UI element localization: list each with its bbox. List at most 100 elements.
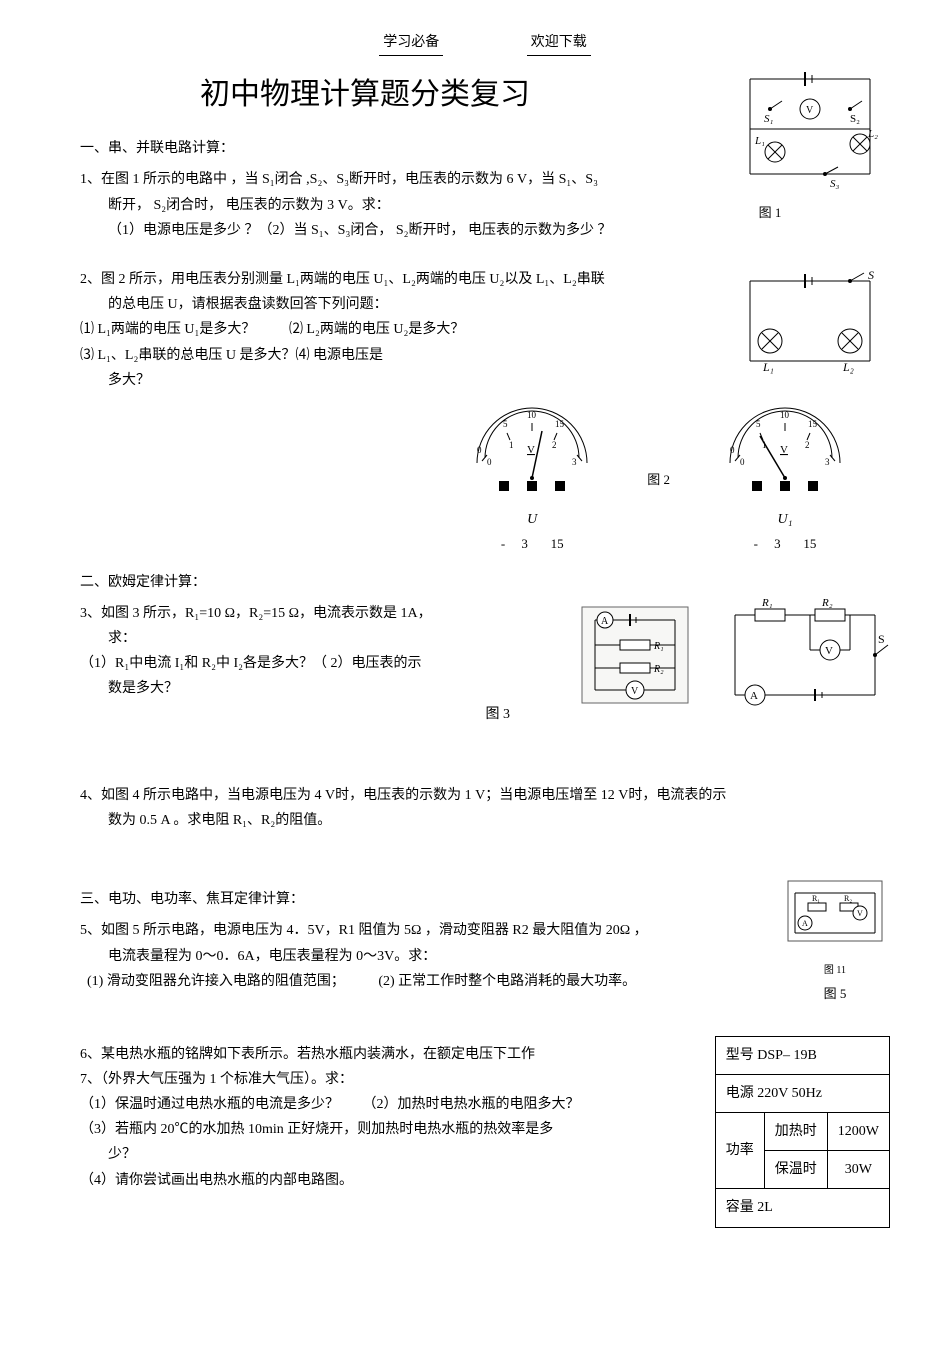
svg-text:V: V: [825, 645, 833, 657]
figure-5-caption: 图 5: [780, 982, 890, 1005]
svg-text:R₁: R₁: [761, 597, 773, 609]
q5-line1: 5、如图 5 所示电路，电源电压为 4．5V，R1 阻值为 5Ω ，滑动变阻器 …: [80, 918, 780, 943]
q6-line1: 6、某电热水瓶的铭牌如下表所示。若热水瓶内装满水，在额定电压下工作: [80, 1042, 705, 1067]
section-3-row: 三、电功、电功率、焦耳定律计算： 5、如图 5 所示电路，电源电压为 4．5V，…: [80, 873, 890, 1006]
table-row: 电源 220V 50Hz: [715, 1074, 889, 1112]
q1-line1: 1、在图 1 所示的电路中 ，当 S₁闭合 ,S₂、S₃断开时，电压表的示数为 …: [80, 167, 730, 192]
q3-sub1: （1）R₁中电流 I₁和 R₂中 I₂各是多大？（ 2）电压表的示: [80, 651, 570, 676]
q6-line2: 7、（外界大气压强为 1 个标准大气压）。求：: [80, 1067, 705, 1092]
figure-2-circuit: S L₁ L₂: [730, 261, 890, 381]
figure-1-caption: 图 1: [650, 201, 890, 224]
ohm-icon-2: Ω: [289, 606, 299, 621]
svg-text:S: S: [868, 268, 874, 282]
question-5: 5、如图 5 所示电路，电源电压为 4．5V，R1 阻值为 5Ω ，滑动变阻器 …: [80, 918, 780, 994]
meter-U-scale-left: 3: [521, 536, 528, 551]
voltmeter-row: 0 5 10 15 0 1 2 3 V U - 3 15 图 2: [80, 403, 860, 556]
section-2-heading: 二、欧姆定律计算：: [80, 570, 890, 595]
question-6-row: 6、某电热水瓶的铭牌如下表所示。若热水瓶内装满水，在额定电压下工作 7、（外界大…: [80, 1036, 890, 1228]
figure-4-circuit-right: R₁ R₂ V S A: [720, 595, 890, 715]
svg-text:S: S: [878, 632, 885, 646]
q2-sub1: ⑴ L₁两端的电压 U₁是多大？: [80, 322, 255, 337]
ohm-icon: Ω: [225, 606, 235, 621]
q2-line1: 2、图 2 所示，用电压表分别测量 L₁两端的电压 U₁、L₂两端的电压 U₂以…: [80, 267, 730, 292]
q6-sub2: （2）加热时电热水瓶的电阻多大？: [363, 1097, 580, 1112]
q6-subs: （1）保温时通过电热水瓶的电流是多少？ （2）加热时电热水瓶的电阻多大？: [80, 1092, 705, 1117]
meter-U1-scale-right: 15: [803, 536, 816, 551]
svg-text:R₁: R₁: [653, 641, 664, 652]
q5-sub2: (2) 正常工作时整个电路消耗的最大功率。: [378, 974, 636, 989]
svg-text:S₂: S₂: [850, 113, 860, 125]
q2-sub2: ⑵ L₂两端的电压 U₂是多大？: [289, 322, 464, 337]
svg-text:0: 0: [487, 457, 492, 467]
svg-text:2: 2: [805, 440, 810, 450]
question-3-row: 3、如图 3 所示，R₁=10 Ω，R₂=15 Ω，电流表示数是 1A， 求： …: [80, 595, 890, 733]
meter-U1-scale-left: 3: [774, 536, 781, 551]
q4-line2: 数为 0.5 A 。求电阻 R₁、R₂的阻值。: [80, 808, 890, 833]
svg-text:V: V: [527, 444, 535, 456]
q5-subs: (1) 滑动变阻器允许接入电路的阻值范围； (2) 正常工作时整个电路消耗的最大…: [80, 969, 780, 994]
section-3: 三、电功、电功率、焦耳定律计算： 5、如图 5 所示电路，电源电压为 4．5V，…: [80, 887, 780, 994]
title-row: 初中物理计算题分类复习 一、串、并联电路计算： 1、在图 1 所示的电路中 ，当…: [80, 64, 890, 249]
figure-5-circuit: R₁ R₂ A V: [780, 873, 890, 953]
svg-text:15: 15: [555, 419, 565, 429]
svg-text:V: V: [780, 444, 788, 456]
svg-text:S₁: S₁: [764, 113, 774, 125]
meter-U-scale-right: 15: [551, 536, 564, 551]
capacity-value: 2L: [757, 1200, 773, 1215]
section-3-heading: 三、电功、电功率、焦耳定律计算：: [80, 887, 780, 912]
header-right: 欢迎下载: [527, 30, 591, 56]
meter-U-label: U: [457, 507, 607, 532]
q3-line2: 求：: [80, 626, 570, 651]
figure-2-caption: 图 2: [647, 468, 670, 491]
figure-3-circuit-left: A R₁ R₂ V: [570, 595, 700, 715]
question-2-row: 2、图 2 所示，用电压表分别测量 L₁两端的电压 U₁、L₂两端的电压 U₂以…: [80, 261, 890, 399]
power-src-label: 电源: [726, 1086, 754, 1101]
heat-value: 1200W: [827, 1113, 889, 1151]
q3-line1c: ，电流表示数是 1A，: [299, 606, 432, 621]
section-2: 二、欧姆定律计算： 3、如图 3 所示，R₁=10 Ω，R₂=15 Ω，电流表示…: [80, 570, 890, 834]
q5-sub1: (1) 滑动变阻器允许接入电路的阻值范围；: [87, 974, 345, 989]
figure-3-caption: 图 3: [80, 702, 570, 727]
model-value: DSP– 19B: [757, 1048, 817, 1063]
svg-text:A: A: [802, 919, 808, 928]
meter-U-scale-prefix: -: [501, 536, 505, 551]
svg-text:A: A: [750, 690, 758, 702]
keep-label: 保温时: [764, 1151, 827, 1189]
q1-line2: 断开， S₂闭合时， 电压表的示数为 3 V。求：: [80, 193, 730, 218]
svg-text:0: 0: [740, 457, 745, 467]
question-1: 1、在图 1 所示的电路中 ，当 S₁闭合 ,S₂、S₃断开时，电压表的示数为 …: [80, 167, 730, 243]
meter-U: 0 5 10 15 0 1 2 3 V U - 3 15: [457, 403, 607, 556]
svg-text:L₂: L₂: [842, 360, 854, 374]
q1-sub1: （1）电源电压是多少 ？（2）当 S₁、S₃闭合， S₂断开时， 电压表的示数为…: [80, 218, 730, 243]
svg-text:R₁: R₁: [812, 894, 820, 903]
table-row: 型号 DSP– 19B: [715, 1036, 889, 1074]
model-label: 型号: [726, 1048, 754, 1063]
header-left: 学习必备: [379, 30, 443, 56]
q5-line2: 电流表量程为 0～0．6A，电压表量程为 0～3V。求：: [80, 944, 780, 969]
figure-5-inner-caption: 图 11: [780, 962, 890, 980]
svg-text:5: 5: [503, 419, 508, 429]
q3-line1: 3、如图 3 所示，R₁=10 Ω，R₂=15 Ω，电流表示数是 1A，: [80, 601, 570, 626]
table-row: 容量 2L: [715, 1189, 889, 1227]
section-1-heading: 一、串、并联电路计算：: [80, 136, 730, 161]
svg-text:15: 15: [808, 419, 818, 429]
svg-text:10: 10: [527, 410, 537, 420]
question-2: 2、图 2 所示，用电压表分别测量 L₁两端的电压 U₁、L₂两端的电压 U₂以…: [80, 267, 730, 393]
q6-sub3: （3）若瓶内 20℃的水加热 10min 正好烧开，则加热时电热水瓶的热效率是多: [80, 1117, 705, 1142]
svg-text:3: 3: [572, 457, 577, 467]
svg-text:L₂: L₂: [867, 128, 878, 140]
keep-value: 30W: [827, 1151, 889, 1189]
svg-text:2: 2: [552, 440, 557, 450]
svg-text:L₁: L₁: [762, 360, 774, 374]
meter-U1-label: U₁: [710, 507, 860, 532]
q3-sub2: 数是多大？: [80, 676, 570, 701]
table-row: 功率 加热时 1200W: [715, 1113, 889, 1151]
section-1: 一、串、并联电路计算： 1、在图 1 所示的电路中 ，当 S₁闭合 ,S₂、S₃…: [80, 136, 730, 243]
q2-sub3: ⑶ L₁、L₂串联的总电压 U 是多大？⑷ 电源电压是: [80, 343, 730, 368]
q2-line2: 的总电压 U，请根据表盘读数回答下列问题：: [80, 292, 730, 317]
q3-line1a: 3、如图 3 所示，R₁=10: [80, 606, 225, 621]
q3-line1b: ，R₂=15: [235, 606, 289, 621]
svg-text:10: 10: [780, 410, 790, 420]
svg-text:V: V: [806, 105, 814, 116]
svg-text:R₂: R₂: [844, 894, 852, 903]
